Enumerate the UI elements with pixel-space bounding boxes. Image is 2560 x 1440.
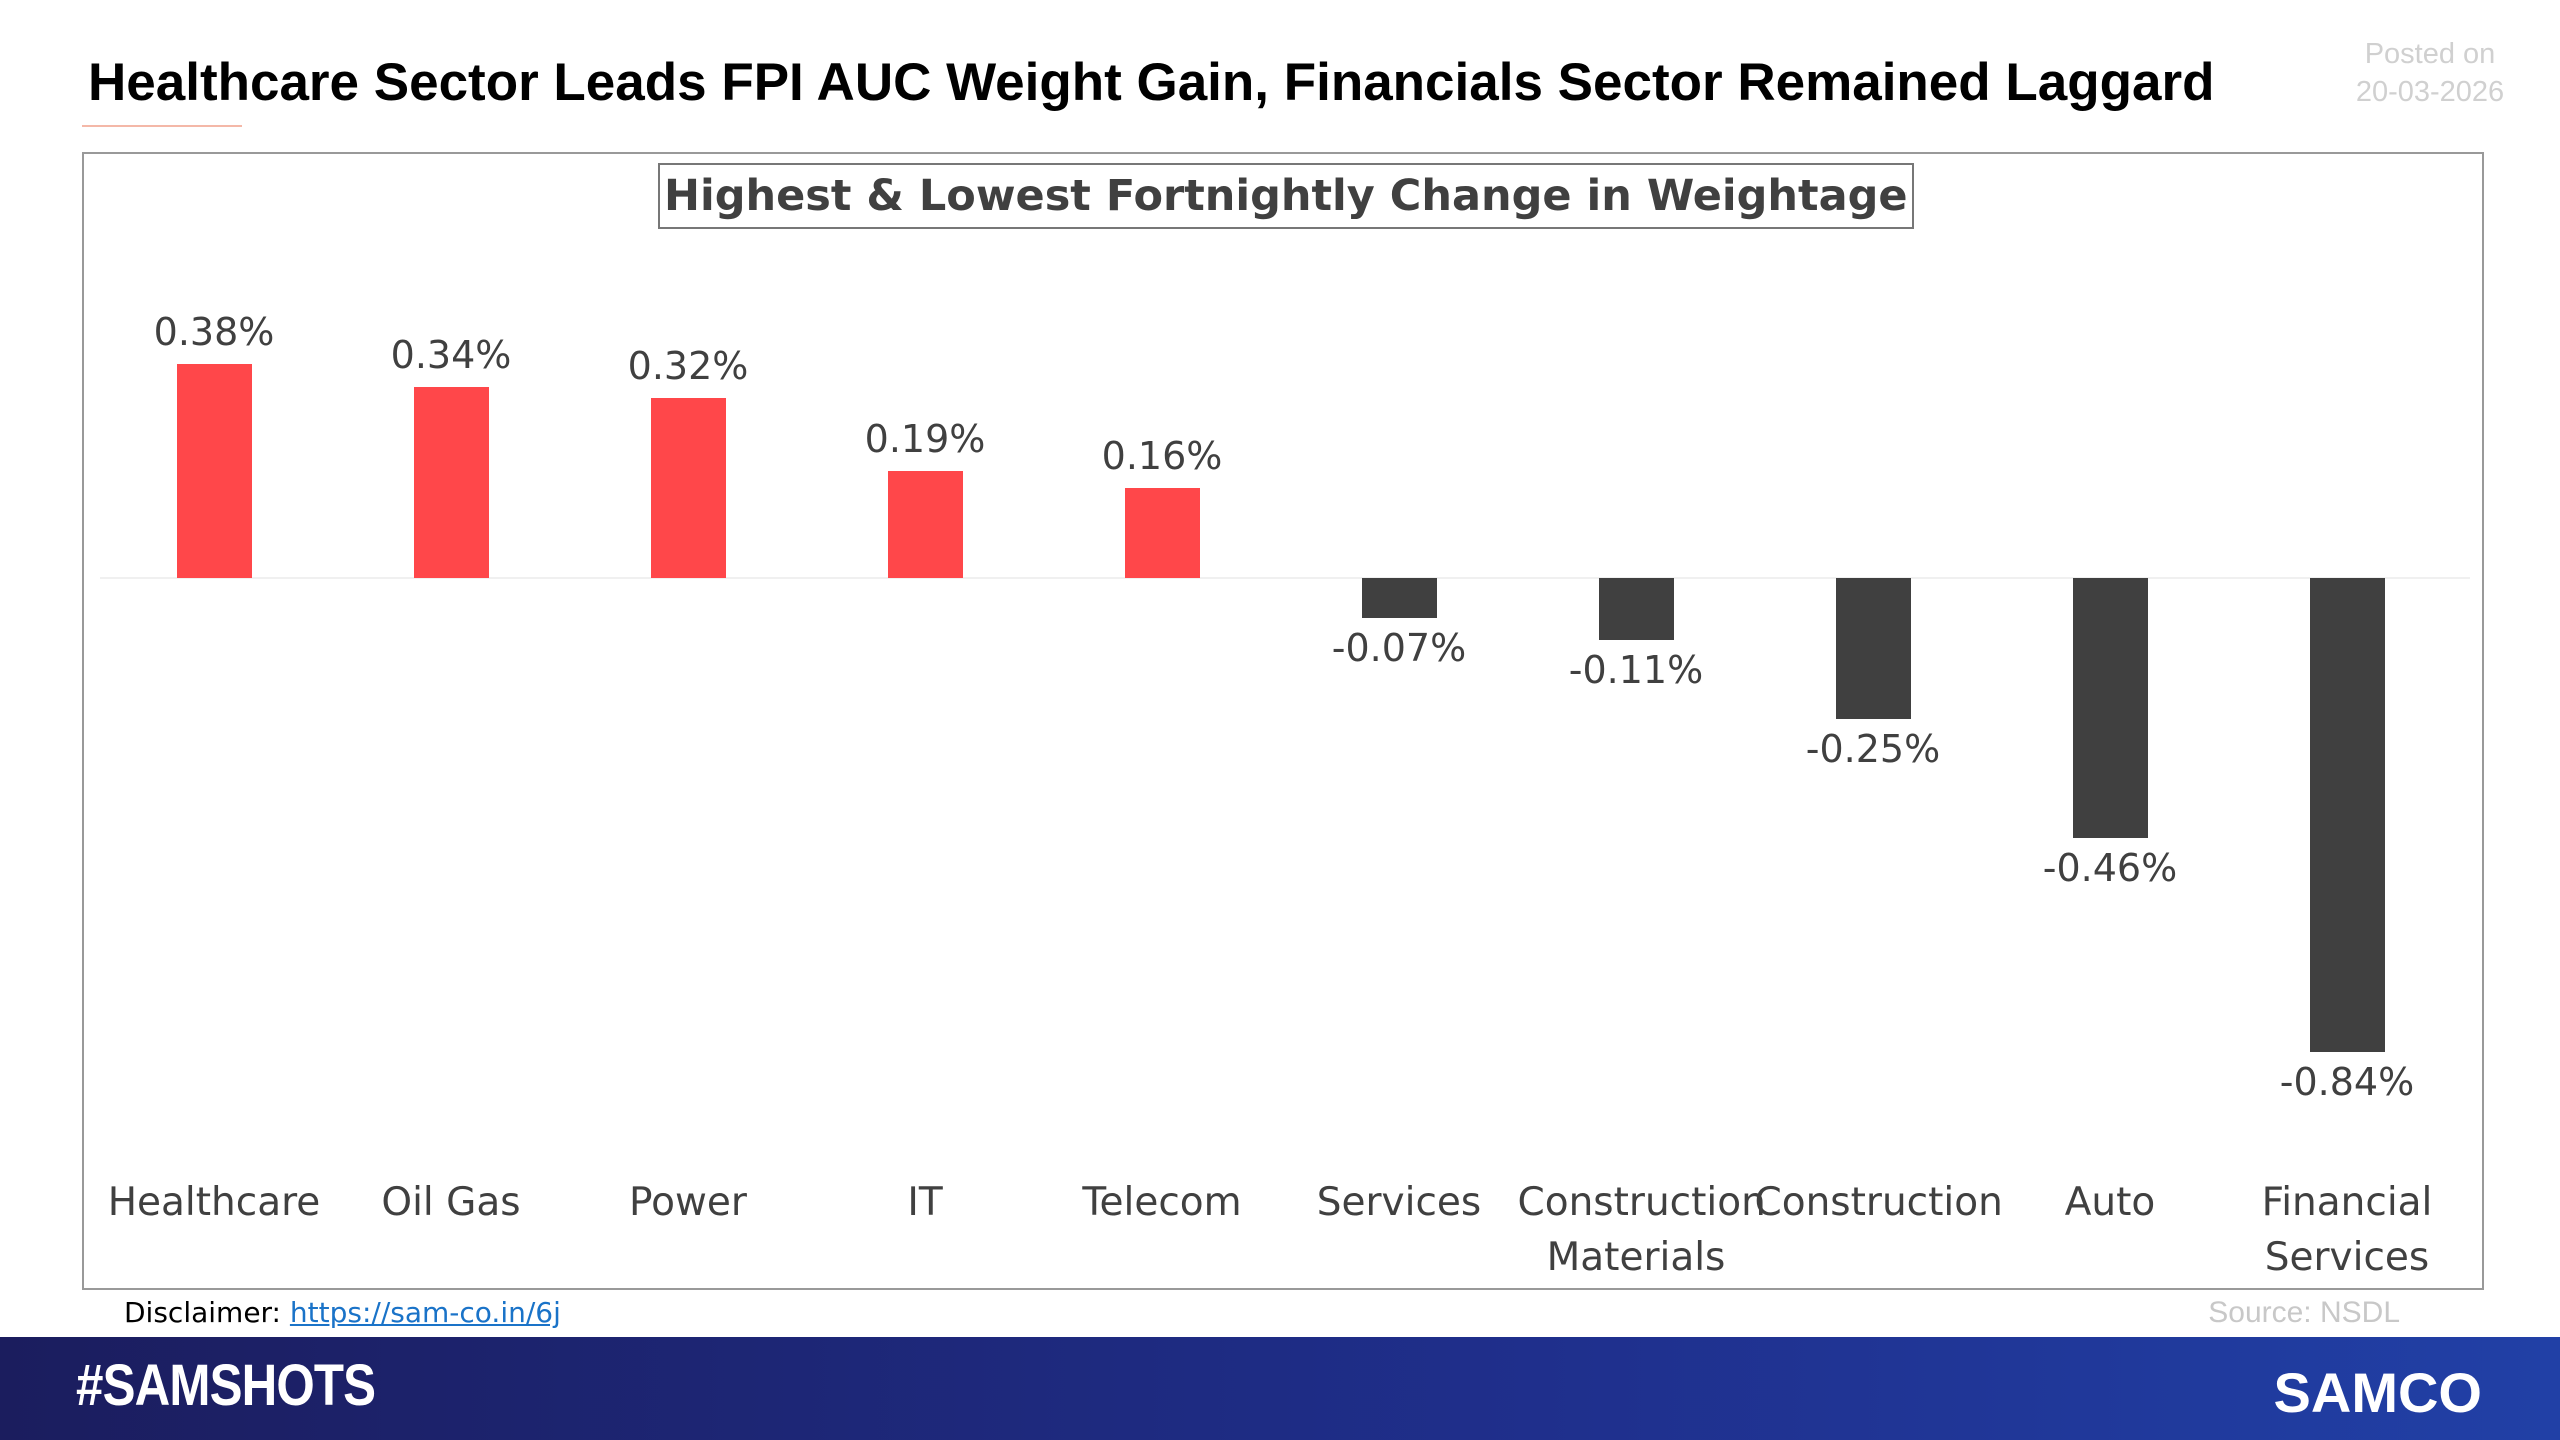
zero-line — [100, 577, 2470, 580]
hashtag: #SAMSHOTS — [76, 1353, 376, 1418]
bar — [1361, 578, 1437, 618]
disclaimer-link[interactable]: https://sam-co.in/6j — [289, 1296, 561, 1329]
source: Source: NSDL — [2208, 1296, 2400, 1329]
bar — [887, 471, 963, 579]
value-label: -0.46% — [2042, 845, 2178, 890]
footer-band — [0, 1337, 2560, 1440]
value-label: -0.25% — [1805, 727, 1941, 772]
bar — [1598, 578, 1674, 641]
brand-logo: SAMCO — [2273, 1361, 2482, 1424]
x-tick-label: Auto — [2064, 1180, 2156, 1225]
x-tick-label: Healthcare — [107, 1180, 321, 1225]
x-tick-label: Power — [629, 1180, 747, 1225]
x-tick-label: Oil Gas — [381, 1180, 521, 1225]
bar — [2309, 578, 2385, 1052]
bar — [413, 386, 489, 579]
x-tick-label: Financial Services — [2261, 1180, 2433, 1280]
value-label: 0.32% — [627, 343, 749, 388]
bar — [1124, 488, 1200, 579]
chart-frame — [82, 152, 2484, 1290]
disclaimer-label: Disclaimer: — [124, 1296, 281, 1329]
x-tick-label: Construction — [1754, 1180, 2003, 1225]
bar — [2072, 578, 2148, 838]
value-label: 0.38% — [153, 310, 275, 354]
x-tick-label: IT — [907, 1180, 943, 1225]
value-label: -0.11% — [1568, 648, 1704, 693]
value-label: -0.07% — [1331, 625, 1467, 670]
disclaimer: Disclaimer: https://sam-co.in/6j — [124, 1296, 561, 1329]
bar — [1835, 578, 1911, 720]
posted-label: Posted on — [2364, 38, 2496, 70]
title-underline — [82, 125, 242, 127]
x-tick-label: Telecom — [1082, 1180, 1242, 1225]
bar — [650, 397, 726, 579]
x-tick-label: Services — [1316, 1180, 1482, 1225]
chart-title: Highest & Lowest Fortnightly Change in W… — [658, 163, 1914, 229]
value-label: 0.19% — [864, 417, 986, 462]
value-label: 0.16% — [1101, 434, 1223, 479]
bar — [176, 364, 252, 579]
page-title: Healthcare Sector Leads FPI AUC Weight G… — [88, 53, 2215, 112]
posted-date: 20-03-2026 — [2355, 76, 2505, 108]
value-label: -0.84% — [2279, 1060, 2415, 1104]
x-tick-label: Construction Materials — [1517, 1180, 1766, 1280]
value-label: 0.34% — [390, 332, 512, 377]
